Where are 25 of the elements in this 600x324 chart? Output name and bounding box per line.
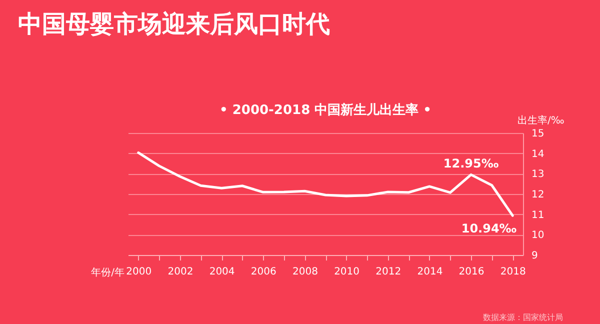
y-tick-label: 12 [532,190,544,200]
x-tick-label: 2018 [500,266,526,278]
y-tick-label: 15 [532,128,544,140]
x-axis-title: 年份/年 [91,266,124,278]
x-tick-label: 2000 [126,266,152,278]
source-note: 数据来源：国家统计局 [483,313,563,322]
y-tick-label: 13 [532,169,544,180]
y-tick-label: 14 [532,148,544,160]
y-tick-label: 11 [532,210,544,221]
line-series [137,151,514,217]
y-axis-title: 出生率/‰ [518,114,564,126]
x-tick-label: 2016 [458,266,484,278]
annotation: 10.94‰ [461,222,517,236]
chart-title: 中国母婴市场迎来后风口时代 [18,10,330,38]
x-tick-label: 2006 [250,266,276,278]
y-tick-label: 10 [532,230,544,242]
chart-subtitle: • 2000-2018 中国新生儿出生率 • [220,102,432,118]
x-tick-label: 2004 [209,266,235,278]
x-tick-label: 2010 [334,266,360,278]
x-tick-label: 2012 [376,266,402,278]
x-tick-label: 2002 [168,266,194,278]
y-tick-label: 9 [532,250,538,262]
x-tick-label: 2014 [417,266,443,278]
annotation: 12.95‰ [443,156,499,171]
x-tick-label: 2008 [292,266,318,278]
